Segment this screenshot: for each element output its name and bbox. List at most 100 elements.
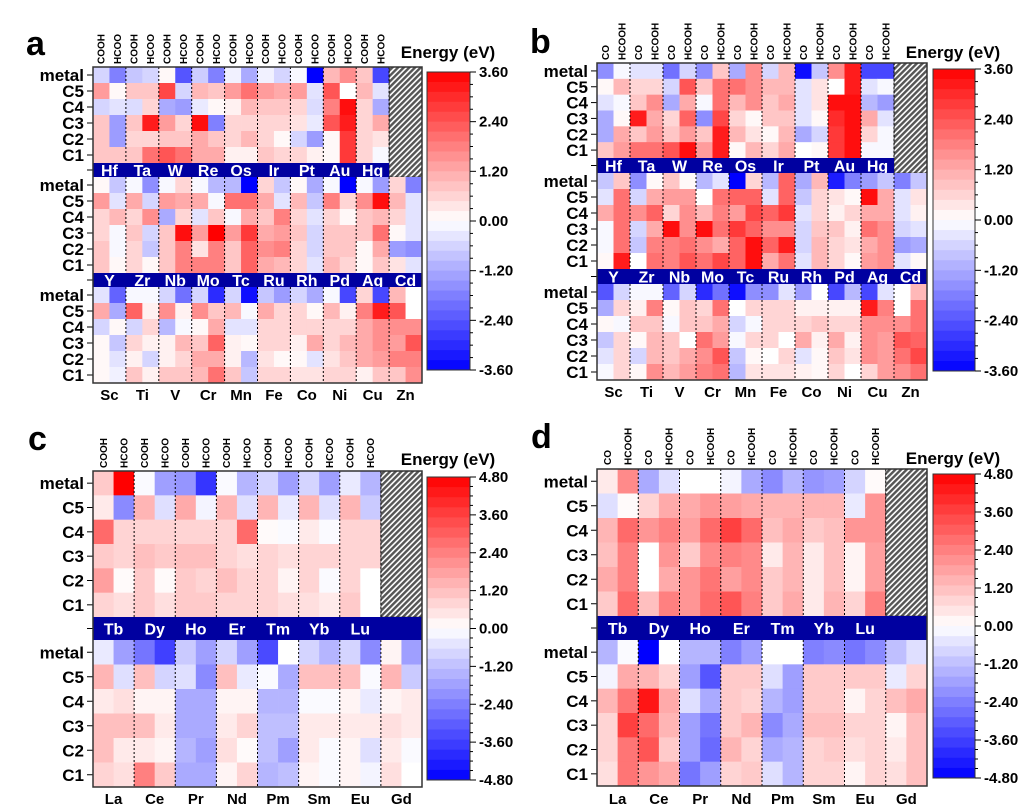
heatmap-cell (679, 737, 701, 763)
heatmap-cell (696, 205, 713, 222)
heatmap-cell (195, 738, 217, 763)
heatmap-cell (844, 253, 862, 270)
heatmap-cell (861, 348, 878, 365)
heatmap-cell (597, 189, 614, 206)
heatmap-cell (319, 495, 341, 521)
heatmap-cell (323, 131, 341, 148)
heatmap-cell (762, 761, 784, 787)
heatmap-cell (191, 193, 209, 210)
heatmap-cell (158, 367, 176, 384)
heatmap-cell (93, 209, 110, 226)
heatmap-cell (663, 316, 680, 333)
heatmap-cell (630, 205, 647, 222)
heatmap-cell (298, 544, 320, 569)
heatmap-cell (910, 221, 928, 238)
heatmap-cell (729, 189, 746, 206)
heatmap-cell (844, 173, 862, 190)
row-label: C4 (566, 204, 588, 223)
element-label-bar (597, 158, 894, 173)
heatmap-cell (380, 664, 402, 690)
heatmap-cell (782, 542, 804, 568)
element-label: Os (230, 163, 251, 180)
colorbar-tick-label: 2.40 (479, 545, 508, 562)
heatmap-cell (134, 471, 156, 496)
heatmap-cell (109, 83, 127, 100)
heatmap-cell (729, 364, 746, 381)
heatmap-cell (679, 640, 701, 665)
x-tick-label: Cr (200, 387, 217, 404)
row-label: C5 (566, 299, 588, 318)
heatmap-cell (700, 591, 722, 617)
row-label: C1 (566, 363, 588, 382)
heatmap-cell (360, 544, 382, 569)
heatmap-cell (380, 713, 402, 739)
heatmap-cell (191, 83, 209, 100)
heatmap-cell (405, 351, 423, 368)
heatmap-cell (762, 173, 779, 190)
colorbar-segment (933, 199, 975, 211)
row-label: C2 (62, 130, 84, 149)
heatmap-cell (257, 257, 275, 274)
heatmap-cell (93, 225, 110, 242)
column-header: COOH (360, 34, 371, 64)
row-label: C4 (62, 523, 84, 542)
heatmap-cell (273, 99, 291, 116)
heatmap-cell (679, 205, 697, 222)
heatmap-cell (356, 335, 374, 352)
colorbar-segment (427, 280, 470, 291)
heatmap-cell (372, 351, 390, 368)
heatmap-cell (208, 367, 225, 384)
heatmap-cell (729, 221, 746, 238)
heatmap-cell (894, 253, 911, 270)
colorbar-tick-label: 4.80 (479, 469, 508, 486)
x-tick-label: Pm (266, 791, 289, 808)
heatmap-cell (778, 364, 796, 381)
heatmap-cell (158, 287, 176, 304)
heatmap-cell (663, 78, 680, 96)
heatmap-cell (216, 640, 238, 665)
heatmap-cell (191, 351, 209, 368)
heatmap-cell (782, 591, 804, 617)
heatmap-cell (208, 241, 225, 258)
heatmap-cell (257, 131, 275, 148)
colorbar-segment (427, 360, 470, 371)
heatmap-cell (795, 205, 812, 222)
heatmap-cell (360, 471, 382, 496)
heatmap-cell (729, 205, 746, 222)
colorbar-segment (933, 555, 975, 566)
heatmap-cell (795, 142, 812, 159)
heatmap-cell (795, 221, 812, 238)
heatmap-cell (236, 762, 258, 788)
heatmap-cell (142, 115, 160, 132)
heatmap-cell (894, 205, 911, 222)
heatmap-cell (894, 364, 911, 381)
heatmap-cell (241, 83, 258, 100)
heatmap-cell (405, 367, 423, 384)
heatmap-cell (803, 640, 825, 665)
heatmap-cell (257, 241, 275, 258)
colorbar-segment (427, 250, 470, 262)
heatmap-cell (257, 495, 279, 521)
heatmap-cell (290, 335, 308, 352)
heatmap-cell (257, 519, 279, 545)
colorbar-segment (933, 626, 975, 637)
heatmap-cell (298, 713, 320, 739)
heatmap-cell (795, 63, 812, 80)
heatmap-cell (597, 237, 614, 254)
colorbar-segment (427, 547, 470, 559)
row-label: C1 (566, 141, 588, 160)
heatmap-cell (613, 94, 631, 111)
heatmap-cell (93, 738, 114, 763)
heatmap-cell (679, 78, 697, 96)
heatmap-cell (865, 591, 887, 617)
heatmap-cell (257, 83, 275, 100)
heatmap-cell (339, 177, 357, 194)
heatmap-cell (356, 131, 374, 148)
x-tick-label: Ni (332, 387, 347, 404)
heatmap-cell (191, 303, 209, 320)
column-header: HCOO (311, 34, 322, 64)
heatmap-cell (142, 257, 160, 274)
heatmap-cell (762, 237, 779, 254)
heatmap-cell (216, 592, 238, 618)
heatmap-cell (109, 131, 127, 148)
